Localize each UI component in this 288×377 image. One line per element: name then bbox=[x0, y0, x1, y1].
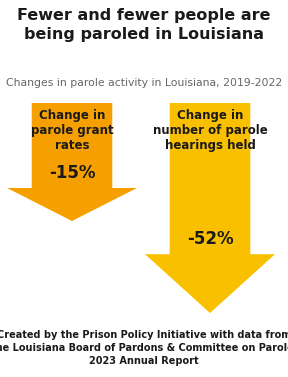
Text: Created by the Prison Policy Initiative with data from
the Louisiana Board of Pa: Created by the Prison Policy Initiative … bbox=[0, 330, 288, 366]
Text: Fewer and fewer people are
being paroled in Louisiana: Fewer and fewer people are being paroled… bbox=[17, 8, 271, 41]
Polygon shape bbox=[7, 103, 137, 221]
Text: Change in
number of parole
hearings held: Change in number of parole hearings held bbox=[153, 109, 267, 152]
Text: -52%: -52% bbox=[187, 230, 233, 248]
Text: Change in
parole grant
rates: Change in parole grant rates bbox=[31, 109, 113, 152]
Text: -15%: -15% bbox=[49, 164, 95, 182]
Polygon shape bbox=[145, 103, 275, 313]
Text: Changes in parole activity in Louisiana, 2019-2022: Changes in parole activity in Louisiana,… bbox=[6, 78, 282, 88]
